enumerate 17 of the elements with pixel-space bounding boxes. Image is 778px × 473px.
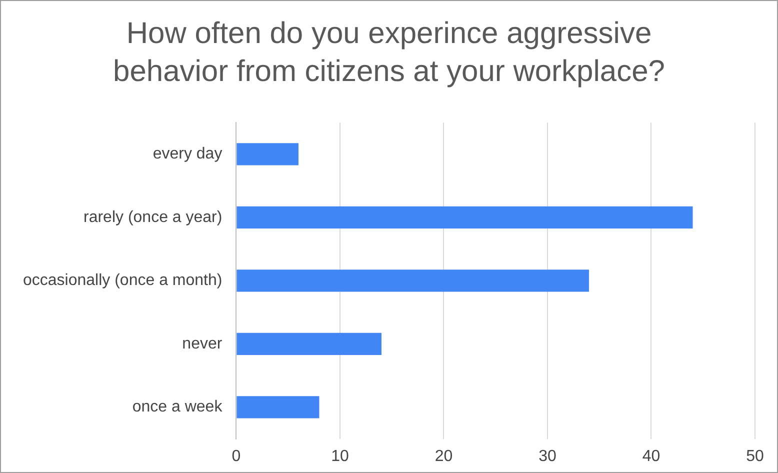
bar (236, 332, 382, 356)
x-tick-label: 0 (232, 448, 241, 465)
bar (236, 143, 298, 166)
y-tick-label: every day (152, 146, 222, 163)
bar (236, 396, 320, 418)
bar (236, 206, 693, 229)
y-tick-label: occasionally (once a month) (22, 272, 222, 290)
y-tick-label: never (182, 335, 223, 352)
x-tick-label: 20 (434, 448, 453, 465)
chart-title: How often do you experince aggressive behavior from citizens at your workplace? (112, 16, 666, 90)
y-tick-label: once a week (132, 398, 224, 416)
x-tick-label: 30 (538, 448, 556, 465)
x-tick-label: 40 (642, 448, 660, 465)
x-tick-label: 50 (746, 448, 764, 465)
x-tick-label: 10 (331, 448, 349, 465)
y-tick-label: rarely (once a year) (83, 208, 222, 226)
bar (236, 270, 589, 292)
